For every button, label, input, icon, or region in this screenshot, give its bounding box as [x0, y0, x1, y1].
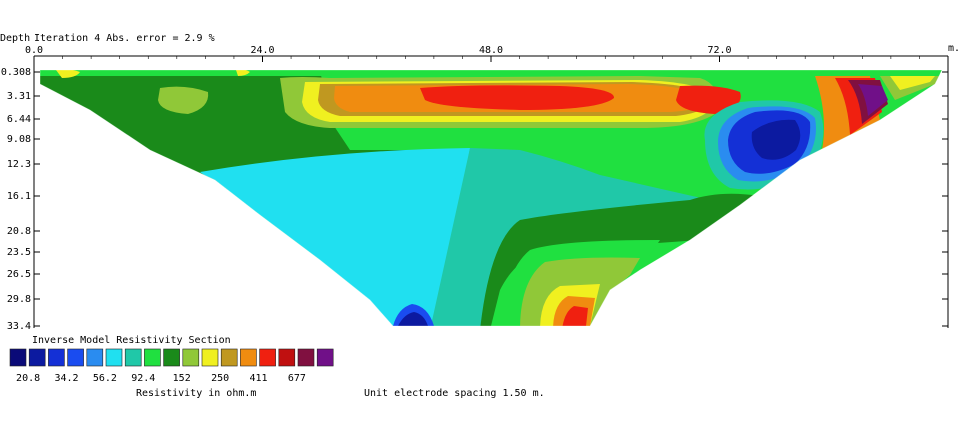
legend-swatch [163, 348, 180, 367]
legend-swatch [182, 348, 200, 367]
y-tick-label: 20.8 [7, 226, 31, 237]
legend-labels: 20.8 34.2 56.2 92.4 152 250 411 677 [16, 373, 306, 384]
legend-swatch [201, 348, 219, 367]
y-tick-label: 23.5 [7, 247, 31, 258]
legend-tick-label: 250 [211, 373, 229, 384]
x-tick-label: 72.0 [707, 45, 731, 56]
legend-swatch [48, 348, 65, 367]
legend-swatch [316, 348, 334, 367]
x-tick-label: 24.0 [250, 45, 274, 56]
y-tick-label: 16.1 [7, 191, 31, 202]
legend-swatch [105, 348, 123, 367]
legend-swatch [67, 348, 84, 367]
x-tick-label: 48.0 [479, 45, 503, 56]
resistivity-section [39, 69, 943, 327]
legend-tick-label: 92.4 [131, 373, 155, 384]
x-axis-ticks: 0.0 24.0 48.0 72.0 [25, 45, 949, 62]
y-tick-label: 12.3 [7, 159, 31, 170]
legend-swatch [220, 348, 238, 367]
legend-tick-label: 20.8 [16, 373, 40, 384]
legend-swatch [259, 348, 276, 367]
legend-swatch [240, 348, 257, 367]
legend-tick-label: 677 [288, 373, 306, 384]
resistivity-units-label: Resistivity in ohm.m [136, 388, 256, 399]
y-tick-label: 0.308 [1, 67, 31, 78]
legend-swatch [86, 348, 104, 367]
y-tick-label: 3.31 [7, 91, 31, 102]
y-tick-label: 26.5 [7, 269, 31, 280]
legend-swatch [124, 348, 142, 367]
legend-swatch [278, 348, 296, 367]
legend-tick-label: 34.2 [54, 373, 78, 384]
iteration-error-text: Iteration 4 Abs. error = 2.9 % [34, 33, 215, 44]
legend-swatch [297, 348, 315, 367]
legend-swatch [9, 348, 27, 367]
legend-color-scale [9, 348, 334, 367]
y-axis-ticks: 0.308 3.31 6.44 9.08 12.3 16.1 20.8 23.5 26.5 29.… [1, 67, 948, 332]
legend-swatch [144, 348, 161, 367]
legend-tick-label: 152 [173, 373, 191, 384]
electrode-spacing-label: Unit electrode spacing 1.50 m. [364, 388, 545, 399]
y-tick-label: 33.4 [7, 321, 31, 332]
legend-swatch [28, 348, 46, 367]
x-tick-label: 0.0 [25, 45, 43, 56]
depth-axis-title: Depth [0, 33, 30, 44]
y-tick-label: 6.44 [7, 114, 31, 125]
y-tick-label: 29.8 [7, 294, 31, 305]
distance-unit-label: m. [948, 43, 960, 54]
legend-title: Inverse Model Resistivity Section [32, 335, 231, 346]
y-tick-label: 9.08 [7, 134, 31, 145]
legend-tick-label: 56.2 [93, 373, 117, 384]
legend-tick-label: 411 [249, 373, 267, 384]
